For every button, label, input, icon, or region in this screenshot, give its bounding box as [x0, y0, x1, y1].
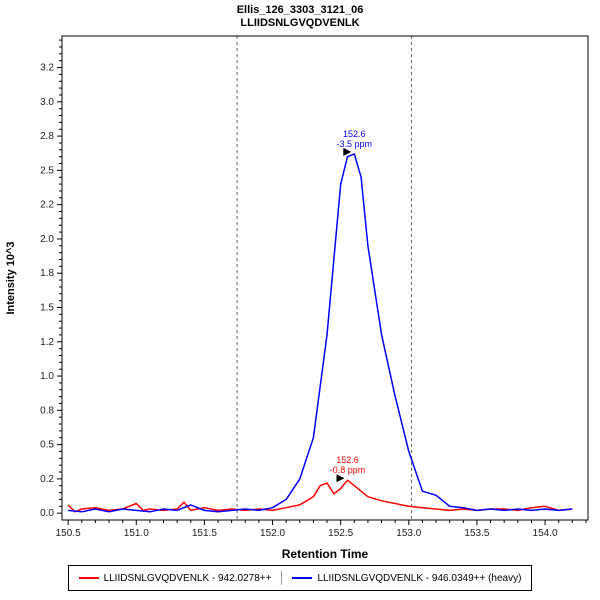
y-tick-label: 3.0	[40, 97, 54, 108]
peak-rt-label: 152.6	[343, 129, 366, 139]
x-tick-label: 152.0	[260, 528, 285, 539]
y-tick-label: 0.2	[40, 474, 54, 485]
legend-item-heavy: LLIIDSNLGVQDVENLK - 946.0349++ (heavy)	[292, 573, 521, 584]
x-tick-label: 151.0	[124, 528, 149, 539]
legend-line-sample-light	[78, 577, 99, 579]
legend-box: LLIIDSNLGVQDVENLK - 942.0278++ LLIIDSNLG…	[67, 565, 533, 591]
plot-area: 150.5 151.0 151.5 152.0 152.5 153.0 153.5 154.0…	[5, 35, 589, 561]
peak-ppm-label: -0.8 ppm	[330, 465, 366, 475]
peak-ppm-label: -3.5 ppm	[337, 139, 373, 149]
y-tick-label: 2.8	[40, 131, 54, 142]
y-tick-label: 3.2	[40, 63, 54, 74]
y-tick-label: 2.0	[40, 234, 54, 245]
chart-subtitle: LLIIDSNLGVQDVENLK	[240, 17, 360, 29]
peak-pointer-icon	[343, 147, 352, 156]
y-tick-label: 1.0	[40, 371, 54, 382]
legend-label-heavy: LLIIDSNLGVQDVENLK - 946.0349++ (heavy)	[317, 572, 522, 584]
y-tick-label: 0.8	[40, 405, 54, 416]
x-tick-label: 151.5	[192, 528, 217, 539]
legend: LLIIDSNLGVQDVENLK - 942.0278++ LLIIDSNLG…	[0, 565, 600, 591]
y-tick-label: 1.2	[40, 337, 54, 348]
y-tick-label: 2.2	[40, 200, 54, 211]
x-tick-label: 153.5	[464, 528, 489, 539]
y-tick-label: 0.0	[40, 508, 54, 519]
chromatogram-series-light	[67, 479, 573, 513]
peak-pointer-icon	[336, 474, 345, 483]
y-tick-label: 1.8	[40, 268, 54, 279]
x-tick-label: 153.0	[396, 528, 421, 539]
x-tick-label: 152.5	[328, 528, 353, 539]
peak-rt-label: 152.6	[336, 455, 359, 465]
y-tick-label: 2.5	[40, 165, 54, 176]
legend-divider	[281, 571, 283, 585]
legend-item-light: LLIIDSNLGVQDVENLK - 942.0278++	[78, 572, 272, 584]
x-axis-title: Retention Time	[282, 547, 369, 561]
legend-label-light: LLIIDSNLGVQDVENLK - 942.0278++	[103, 572, 272, 584]
x-tick-label: 154.0	[533, 528, 558, 539]
chromatogram-series-heavy	[68, 153, 573, 513]
plot-frame	[61, 35, 589, 521]
y-tick-label: 1.5	[40, 302, 54, 313]
chart-title: Ellis_126_3303_3121_06	[236, 4, 364, 16]
legend-line-sample-heavy	[292, 577, 313, 579]
y-tick-label: 0.5	[40, 440, 54, 451]
y-axis-title: Intensity 10^3	[5, 241, 17, 314]
chart-titles: Ellis_126_3303_3121_06 LLIIDSNLGVQDVENLK	[0, 4, 600, 30]
x-tick-label: 150.5	[56, 528, 81, 539]
